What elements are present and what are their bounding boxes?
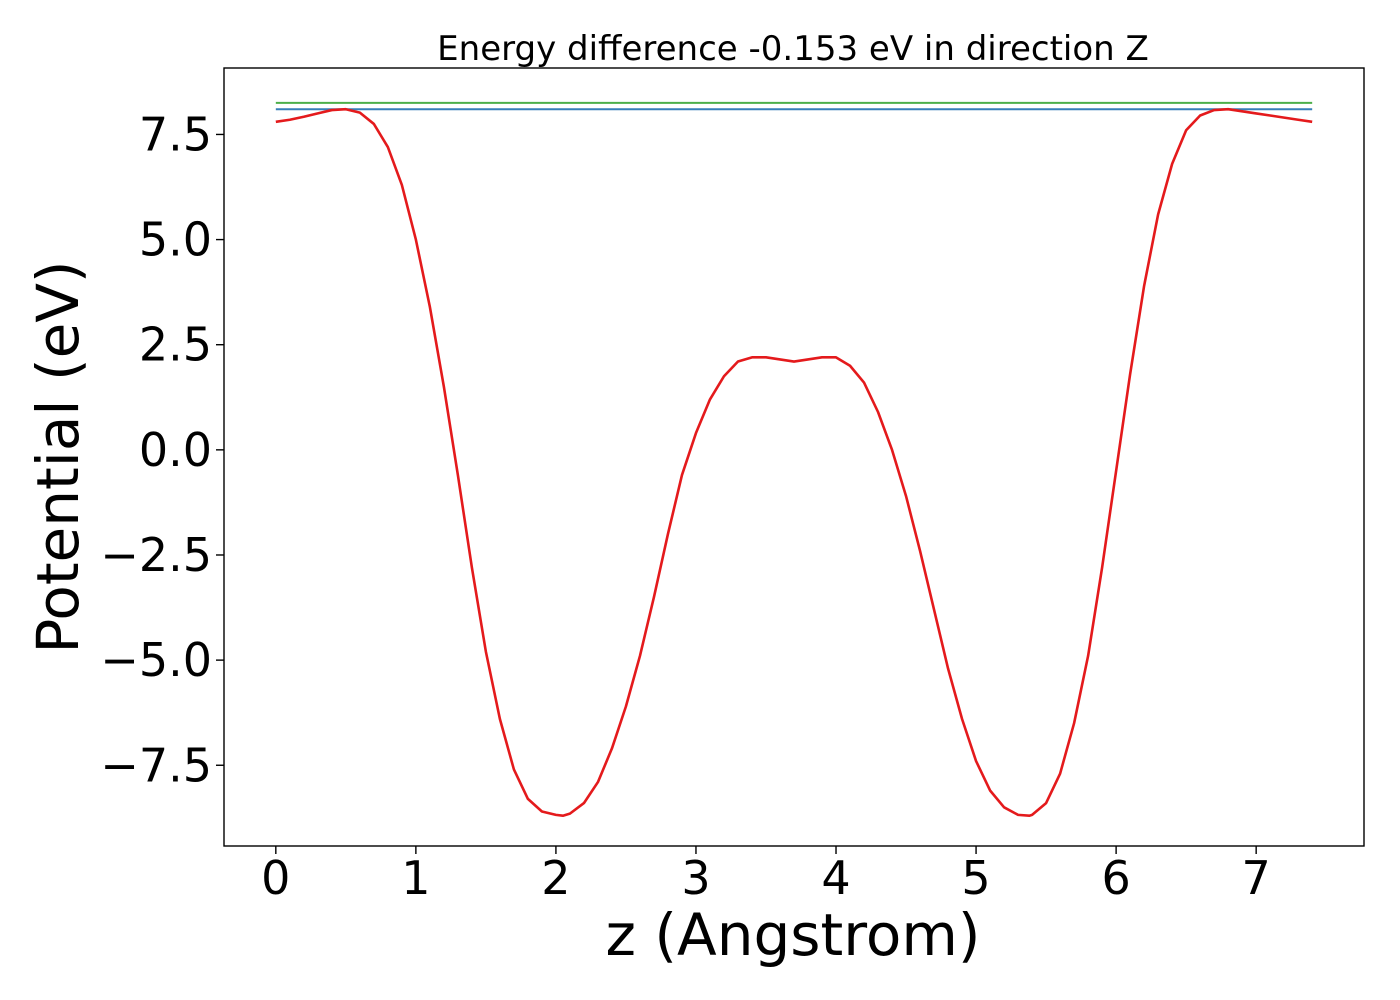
x-tick-label: 1	[401, 851, 430, 905]
x-axis-title: z (Angstrom)	[606, 901, 981, 969]
y-tick-label: 5.0	[139, 213, 212, 267]
y-tick-label: −5.0	[100, 633, 212, 687]
y-axis: 7.5 5.0 2.5 0.0 −2.5 −5.0 −7.5	[100, 107, 224, 792]
y-axis-title: Potential (eV)	[24, 260, 92, 653]
y-tick-label: 7.5	[139, 107, 212, 161]
x-tick-label: 3	[681, 851, 710, 905]
x-axis: 0 1 2 3 4 5 6 7	[261, 846, 1271, 905]
x-tick-label: 5	[961, 851, 990, 905]
y-tick-label: 0.0	[139, 423, 212, 477]
chart-title: Energy difference -0.153 eV in direction…	[437, 29, 1149, 69]
x-tick-label: 4	[821, 851, 850, 905]
potential-curve	[275, 107, 1313, 818]
x-tick-label: 6	[1101, 851, 1130, 905]
y-tick-label: −2.5	[100, 528, 212, 582]
plot-frame	[223, 67, 1365, 847]
x-tick-label: 7	[1242, 851, 1271, 905]
y-tick-label: −7.5	[100, 738, 212, 792]
x-tick-label: 0	[261, 851, 290, 905]
y-tick-label: 2.5	[139, 318, 212, 372]
x-tick-label: 2	[541, 851, 570, 905]
series-layer	[275, 101, 1313, 818]
